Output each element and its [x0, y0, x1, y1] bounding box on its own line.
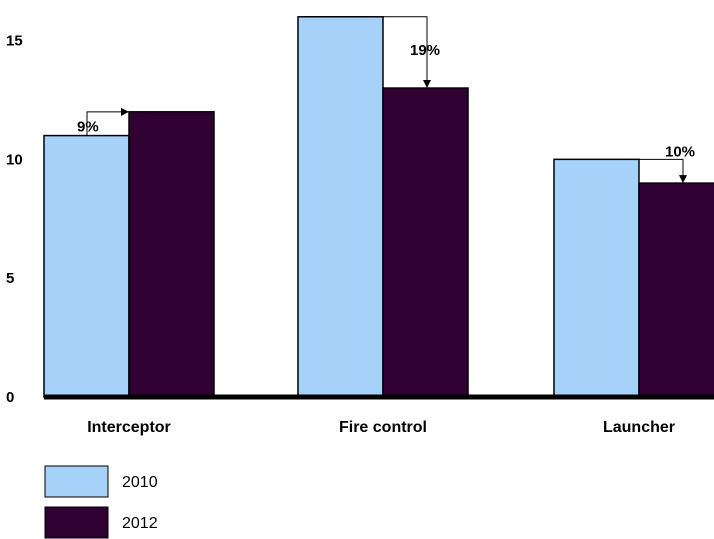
y-tick-label: 15 — [6, 33, 23, 50]
annotation-arrow-line — [639, 158, 684, 181]
annotation-arrow-line — [383, 16, 428, 86]
category-label: Fire control — [339, 419, 427, 436]
bar-interceptor-2010 — [43, 134, 130, 398]
category-labels: Interceptor Fire control Launcher — [87, 419, 675, 436]
legend: 2010 2012 — [44, 465, 158, 539]
change-annotations: 9% 19% 10% — [77, 16, 695, 184]
arrow-head-icon — [121, 107, 129, 116]
bars — [43, 16, 714, 398]
y-tick-label: 5 — [6, 270, 14, 287]
bar-interceptor-2012 — [128, 111, 215, 398]
y-axis-ticks: 0 5 10 15 — [6, 33, 23, 406]
annotation-interceptor: 9% — [77, 107, 129, 136]
bar-launcher-2012 — [638, 182, 714, 398]
legend-swatch-2012 — [44, 506, 109, 539]
annotation-fire-control: 19% — [383, 16, 440, 89]
legend-label: 2012 — [122, 515, 158, 532]
annotation-launcher: 10% — [639, 143, 695, 184]
annotation-arrow-line — [86, 111, 126, 136]
legend-swatch-2010 — [44, 465, 109, 498]
category-label: Interceptor — [87, 419, 171, 436]
legend-label: 2010 — [122, 474, 158, 491]
bar-fire-control-2010 — [297, 16, 384, 398]
annotation-label: 19% — [410, 42, 440, 59]
arrow-head-icon — [423, 80, 431, 89]
annotation-label: 10% — [665, 143, 695, 160]
arrow-head-icon — [679, 175, 687, 184]
bar-fire-control-2012 — [382, 87, 469, 398]
annotation-label: 9% — [77, 119, 99, 136]
category-label: Launcher — [603, 419, 675, 436]
bar-launcher-2010 — [553, 158, 640, 398]
y-tick-label: 0 — [6, 389, 14, 406]
y-tick-label: 10 — [6, 151, 23, 168]
